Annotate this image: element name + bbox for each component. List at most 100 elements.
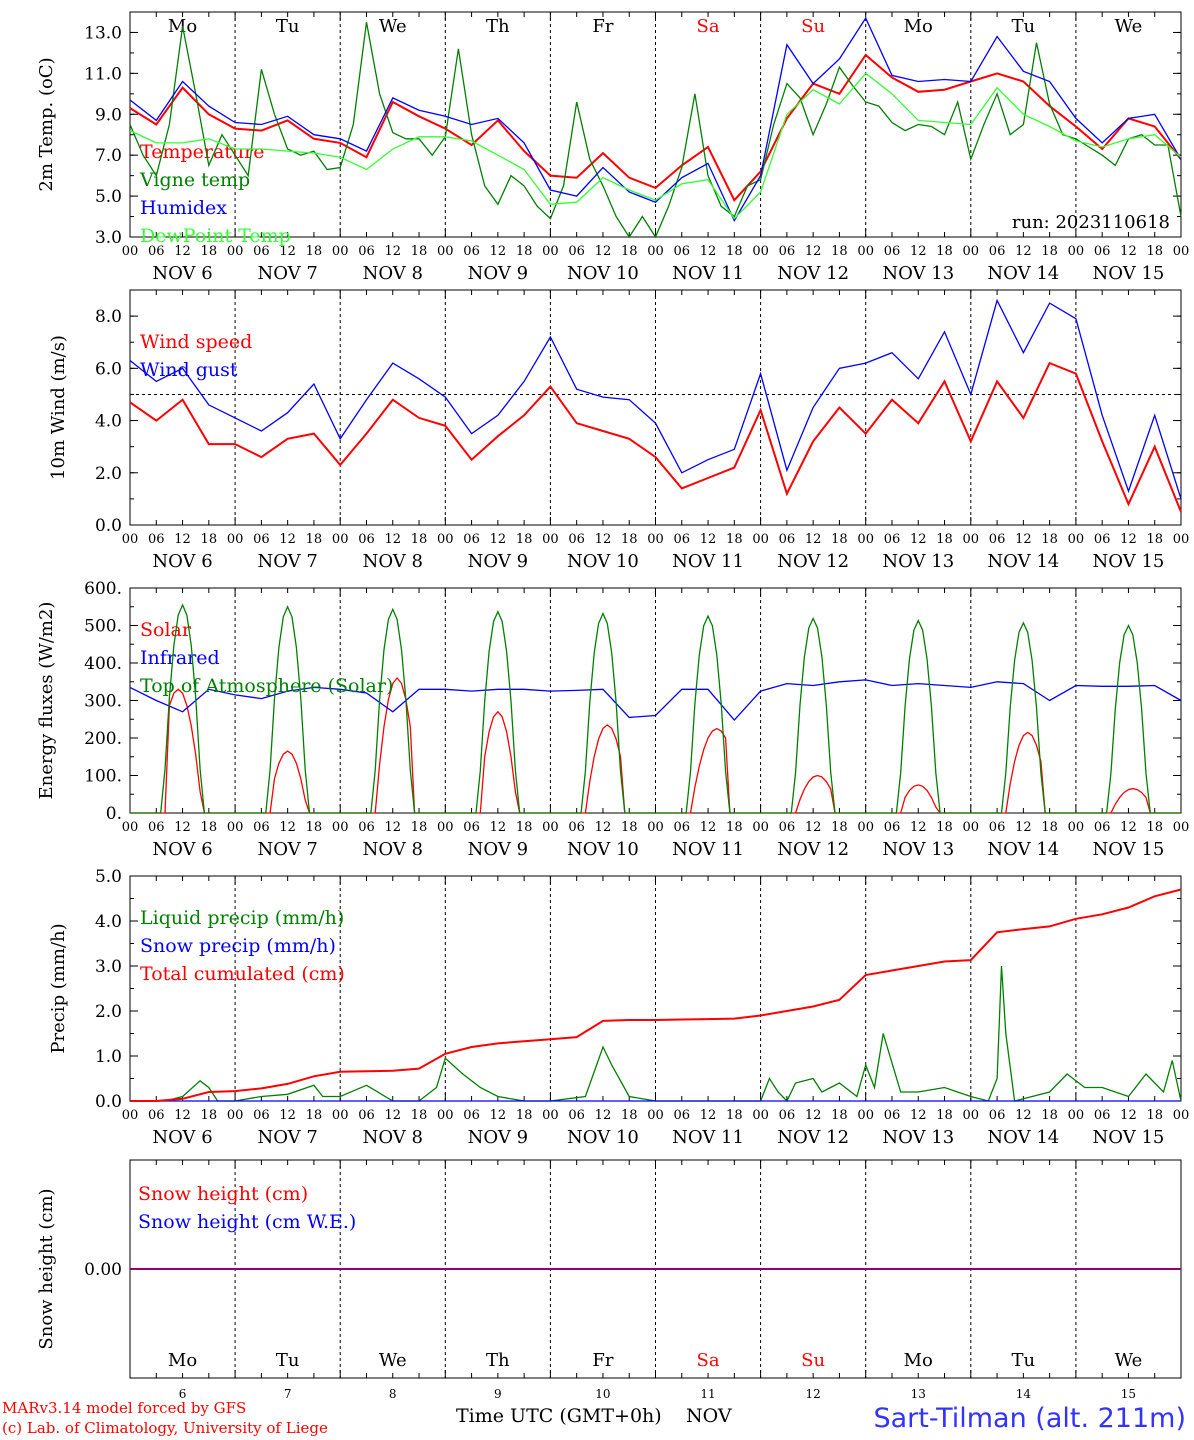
hour-tick-label: 00 bbox=[963, 532, 980, 547]
hour-tick-label: 18 bbox=[516, 1108, 533, 1123]
day-name-label: Mo bbox=[904, 16, 933, 37]
hour-tick-label: 06 bbox=[463, 1108, 480, 1123]
day-number-label: 15 bbox=[1121, 1387, 1136, 1401]
y-tick-label: 3.0 bbox=[95, 957, 122, 977]
hour-tick-label: 00 bbox=[332, 244, 349, 259]
series-line-wind-speed bbox=[129, 361, 1182, 513]
hour-tick-label: 12 bbox=[384, 1108, 401, 1123]
y-tick-label: 5.0 bbox=[95, 867, 122, 887]
date-label: NOV 13 bbox=[882, 1127, 954, 1148]
hour-tick-label: 18 bbox=[831, 532, 848, 547]
month-axis-label: NOV bbox=[686, 1405, 732, 1427]
hour-tick-label: 06 bbox=[779, 532, 796, 547]
hour-tick-label: 00 bbox=[1173, 820, 1190, 835]
date-label: NOV 7 bbox=[257, 551, 317, 572]
y-axis-label: Precip (mm/h) bbox=[48, 923, 69, 1053]
y-axis-label: Energy fluxes (W/m2) bbox=[36, 602, 57, 800]
hour-tick-label: 12 bbox=[279, 1108, 296, 1123]
hour-tick-label: 06 bbox=[253, 1108, 270, 1123]
legend-entry: Vigne temp bbox=[139, 169, 250, 191]
hour-tick-label: 06 bbox=[148, 820, 165, 835]
hour-tick-label: 12 bbox=[700, 1108, 717, 1123]
day-number-label: 14 bbox=[1016, 1387, 1032, 1401]
hour-tick-label: 12 bbox=[174, 244, 191, 259]
hour-tick-label: 12 bbox=[805, 820, 822, 835]
hour-tick-label: 12 bbox=[700, 820, 717, 835]
date-label: NOV 10 bbox=[567, 1127, 639, 1148]
hour-tick-label: 00 bbox=[1173, 532, 1190, 547]
day-name-label: Th bbox=[486, 1350, 510, 1371]
hour-tick-label: 00 bbox=[752, 1108, 769, 1123]
hour-tick-label: 06 bbox=[463, 532, 480, 547]
legend-entry: Wind gust bbox=[140, 359, 238, 381]
date-label: NOV 8 bbox=[363, 551, 423, 572]
hour-tick-label: 00 bbox=[437, 244, 454, 259]
y-tick-label: 11.0 bbox=[84, 64, 122, 84]
hour-tick-label: 12 bbox=[279, 820, 296, 835]
hour-tick-label: 12 bbox=[910, 244, 927, 259]
legend-entry: Snow height (cm) bbox=[138, 1183, 308, 1205]
hour-tick-label: 18 bbox=[1041, 244, 1058, 259]
hour-tick-label: 00 bbox=[227, 820, 244, 835]
legend-entry: Snow height (cm W.E.) bbox=[138, 1211, 356, 1233]
date-label: NOV 7 bbox=[257, 263, 317, 284]
hour-tick-label: 12 bbox=[384, 532, 401, 547]
hour-tick-label: 18 bbox=[201, 1108, 218, 1123]
lab-credit: (c) Lab. of Climatology, University of L… bbox=[2, 1419, 328, 1437]
hour-tick-label: 18 bbox=[1146, 532, 1163, 547]
day-name-label: We bbox=[379, 1350, 407, 1371]
day-name-label: Tu bbox=[1012, 1350, 1036, 1371]
hour-tick-label: 12 bbox=[174, 532, 191, 547]
hour-tick-label: 18 bbox=[411, 1108, 428, 1123]
date-label: NOV 7 bbox=[257, 839, 317, 860]
hour-tick-label: 06 bbox=[463, 820, 480, 835]
y-tick-label: 2.0 bbox=[95, 1002, 122, 1022]
series-line-wind-gust bbox=[129, 298, 1182, 500]
hour-tick-label: 12 bbox=[805, 532, 822, 547]
hour-tick-label: 06 bbox=[358, 532, 375, 547]
y-tick-label: 2.0 bbox=[95, 464, 122, 484]
hour-tick-label: 12 bbox=[1015, 820, 1032, 835]
y-axis-label: Snow height (cm) bbox=[36, 1188, 57, 1349]
day-number-label: 11 bbox=[700, 1387, 715, 1401]
date-label: NOV 6 bbox=[152, 263, 212, 284]
series-line-total-cumulated-cm- bbox=[130, 888, 1182, 1102]
hour-tick-label: 06 bbox=[568, 1108, 585, 1123]
hour-tick-label: 06 bbox=[148, 1108, 165, 1123]
hour-tick-label: 12 bbox=[279, 532, 296, 547]
hour-tick-label: 00 bbox=[437, 532, 454, 547]
hour-tick-label: 12 bbox=[805, 244, 822, 259]
hour-tick-label: 00 bbox=[437, 820, 454, 835]
legend-entry: DewPoint Temp bbox=[140, 225, 291, 247]
day-name-label: Tu bbox=[1012, 16, 1036, 37]
y-tick-label: 0.0 bbox=[95, 516, 122, 536]
hour-tick-label: 00 bbox=[963, 1108, 980, 1123]
hour-tick-label: 18 bbox=[831, 244, 848, 259]
y-tick-label: 500. bbox=[84, 617, 122, 637]
hour-tick-label: 00 bbox=[1068, 1108, 1085, 1123]
hour-tick-label: 00 bbox=[332, 532, 349, 547]
legend-entry: Solar bbox=[140, 619, 192, 641]
hour-tick-label: 00 bbox=[227, 1108, 244, 1123]
hour-tick-label: 18 bbox=[936, 244, 953, 259]
legend-entry: Total cumulated (cm) bbox=[140, 963, 345, 985]
hour-tick-label: 06 bbox=[884, 820, 901, 835]
hour-tick-label: 06 bbox=[253, 244, 270, 259]
hour-tick-label: 18 bbox=[1146, 244, 1163, 259]
y-axis-label: 2m Temp. (oC) bbox=[36, 57, 57, 191]
date-label: NOV 6 bbox=[152, 1127, 212, 1148]
station-name: Sart-Tilman (alt. 211m) bbox=[873, 1403, 1186, 1434]
day-number-label: 12 bbox=[806, 1387, 821, 1401]
y-tick-label: 300. bbox=[84, 692, 122, 712]
day-name-label: We bbox=[1115, 1350, 1143, 1371]
y-tick-label: 200. bbox=[84, 729, 122, 749]
hour-tick-label: 06 bbox=[989, 244, 1006, 259]
day-name-label: Sa bbox=[697, 1350, 720, 1371]
y-tick-label: 400. bbox=[84, 654, 122, 674]
hour-tick-label: 00 bbox=[647, 820, 664, 835]
date-label: NOV 10 bbox=[567, 263, 639, 284]
hour-tick-label: 00 bbox=[1068, 532, 1085, 547]
hour-tick-label: 18 bbox=[936, 1108, 953, 1123]
series-line-top-of-atmosphere-solar- bbox=[130, 603, 1181, 814]
day-name-label: Fr bbox=[592, 16, 613, 37]
